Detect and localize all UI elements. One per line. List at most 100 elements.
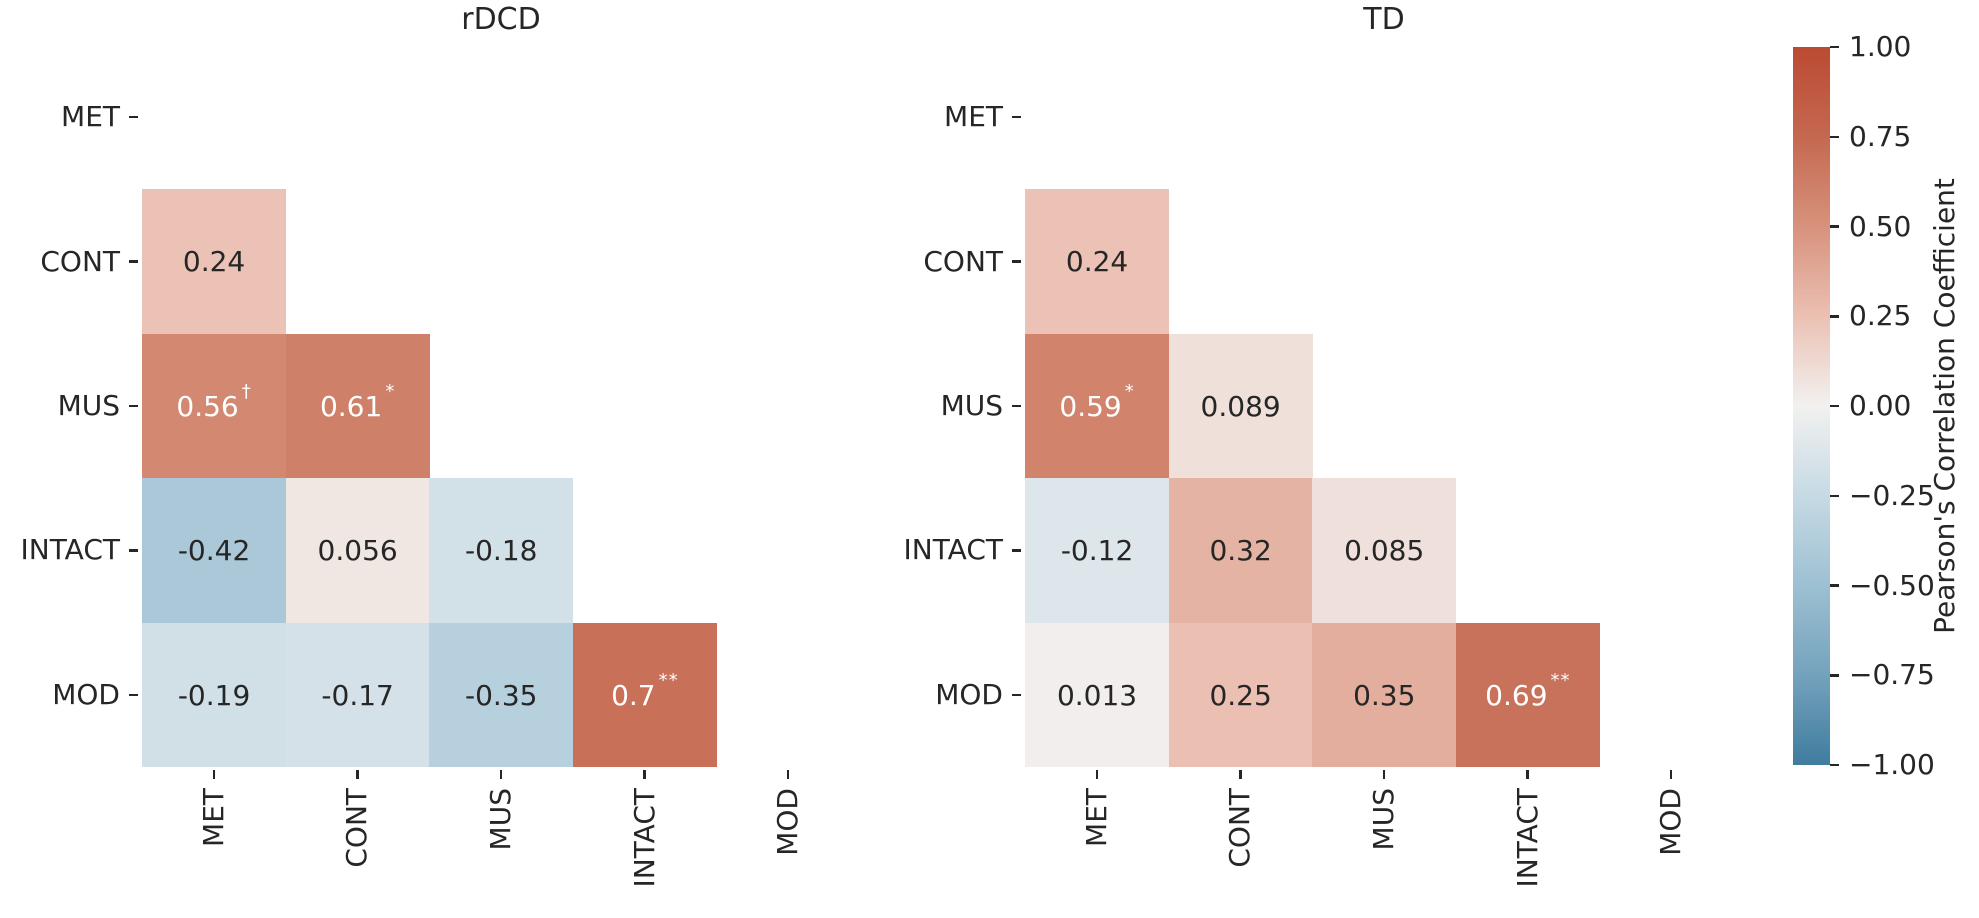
cell-significance-marker: †: [241, 380, 252, 402]
y-tick: [129, 404, 138, 408]
x-tick: [356, 770, 359, 779]
row-label-mus: MUS: [940, 389, 1003, 422]
y-tick: [129, 260, 138, 263]
y-tick: [129, 549, 138, 552]
cell-value: 0.35: [1353, 678, 1416, 712]
row-label-cont: CONT: [923, 244, 1003, 278]
colorbar-tick-label: 1.00: [1849, 30, 1912, 63]
col-label-cont: CONT: [340, 788, 374, 868]
x-tick: [1669, 770, 1673, 779]
colorbar-tick-label: 0.75: [1849, 119, 1912, 153]
heatmap-title-rdcd: rDCD: [461, 2, 541, 37]
colorbar-tick-label: 0.00: [1849, 389, 1912, 422]
col-label-met: MET: [196, 788, 230, 847]
cell-value: 0.69: [1485, 678, 1548, 712]
col-label-cont: CONT: [1223, 788, 1257, 868]
x-tick: [212, 770, 216, 779]
colorbar-tick-label: 0.25: [1849, 299, 1912, 333]
row-label-met: MET: [61, 100, 120, 134]
cell-value: -0.17: [321, 678, 394, 712]
col-label-mod: MOD: [771, 788, 805, 856]
col-label-mus: MUS: [484, 788, 517, 851]
cell-value: -0.35: [465, 678, 538, 712]
cell-value: 0.24: [1065, 245, 1129, 279]
heatmap-cell-mod-met: -0.19: [142, 622, 287, 768]
cell-value: 0.56: [176, 389, 239, 423]
colorbar-tick: [1830, 45, 1839, 49]
y-tick: [1012, 693, 1021, 697]
colorbar-tick: [1830, 674, 1839, 677]
cell-value: 0.085: [1344, 534, 1425, 568]
x-tick: [643, 770, 646, 779]
heatmap-cell-mod-cont: 0.25: [1168, 622, 1313, 768]
row-label-cont: CONT: [40, 244, 120, 278]
cell-value: 0.089: [1200, 389, 1281, 423]
colorbar-tick-label: −0.50: [1849, 568, 1935, 602]
x-tick: [1239, 770, 1242, 779]
cell-value: 0.013: [1056, 678, 1138, 712]
cell-significance-marker: **: [1550, 669, 1571, 691]
colorbar-tick-label: −0.25: [1849, 478, 1935, 512]
x-tick: [1095, 770, 1099, 779]
colorbar-tick: [1830, 763, 1839, 767]
col-label-intact: INTACT: [627, 788, 661, 888]
cell-significance-marker: *: [1124, 380, 1135, 402]
heatmap-cell-cont-met: 0.24: [1025, 189, 1170, 335]
heatmap-cell-mod-mus: 0.35: [1312, 622, 1457, 768]
col-label-met: MET: [1079, 788, 1113, 847]
heatmap-cell-intact-met: -0.42: [142, 478, 287, 624]
heatmap-cell-intact-cont: 0.32: [1168, 478, 1313, 624]
y-tick: [129, 693, 138, 697]
cell-value: 0.056: [317, 534, 398, 568]
colorbar-tick: [1830, 494, 1839, 497]
row-label-mus: MUS: [57, 389, 120, 422]
colorbar-tick-label: −1.00: [1849, 748, 1935, 781]
heatmap-cell-mod-mus: -0.35: [429, 622, 574, 768]
y-tick: [1012, 404, 1021, 408]
heatmap-cell-mus-met: 0.56 †: [142, 333, 287, 479]
row-label-mod: MOD: [935, 677, 1003, 711]
y-tick: [1012, 260, 1021, 263]
row-label-intact: INTACT: [20, 533, 120, 567]
x-tick: [1526, 770, 1529, 779]
x-tick: [786, 770, 790, 779]
y-tick: [1012, 549, 1021, 552]
colorbar-tick-label: 0.50: [1849, 209, 1912, 243]
heatmap-cell-intact-cont: 0.056: [285, 478, 430, 624]
heatmap-cell-mus-met: 0.59 *: [1025, 333, 1170, 479]
col-label-mod: MOD: [1654, 788, 1688, 856]
cell-significance-marker: **: [658, 669, 679, 691]
heatmap-title-td: TD: [1363, 2, 1405, 37]
colorbar-tick: [1830, 135, 1839, 138]
heatmap-cell-mod-cont: -0.17: [285, 622, 430, 768]
colorbar: [1793, 47, 1830, 765]
y-tick: [1012, 115, 1021, 119]
x-tick: [499, 770, 503, 779]
col-label-intact: INTACT: [1510, 788, 1544, 888]
x-tick: [1382, 770, 1386, 779]
row-label-intact: INTACT: [903, 533, 1003, 567]
colorbar-tick: [1830, 584, 1839, 587]
row-label-met: MET: [944, 100, 1003, 134]
heatmap-cell-mus-cont: 0.089: [1168, 333, 1313, 479]
heatmap-rdcd: 0.24 0.56 † 0.61 * -0.42 0.056 -0.18 -0.19 -0.17-…: [142, 45, 860, 768]
cell-value: 0.7: [611, 678, 656, 712]
colorbar-tick-label: −0.75: [1849, 658, 1935, 692]
heatmap-cell-mod-intact: 0.7 **: [572, 622, 717, 768]
heatmap-cell-mus-cont: 0.61 *: [285, 333, 430, 479]
cell-value: 0.25: [1209, 678, 1272, 712]
y-tick: [129, 115, 138, 119]
heatmap-cell-mod-met: 0.013: [1025, 622, 1170, 768]
colorbar-label: Pearson's Correlation Coefficient: [1928, 178, 1961, 634]
heatmap-cell-intact-mus: 0.085: [1312, 478, 1457, 624]
heatmap-cell-mod-intact: 0.69 **: [1455, 622, 1600, 768]
row-label-mod: MOD: [52, 677, 120, 711]
heatmap-td: 0.24 0.59 * 0.089 -0.12 0.32 0.085 0.013 0.25 0.3…: [1025, 45, 1743, 768]
heatmap-cell-intact-met: -0.12: [1025, 478, 1170, 624]
cell-significance-marker: *: [385, 380, 396, 402]
cell-value: 0.24: [182, 245, 246, 279]
cell-value: -0.12: [1060, 534, 1134, 568]
colorbar-tick: [1830, 315, 1839, 318]
heatmap-cell-intact-mus: -0.18: [429, 478, 574, 624]
